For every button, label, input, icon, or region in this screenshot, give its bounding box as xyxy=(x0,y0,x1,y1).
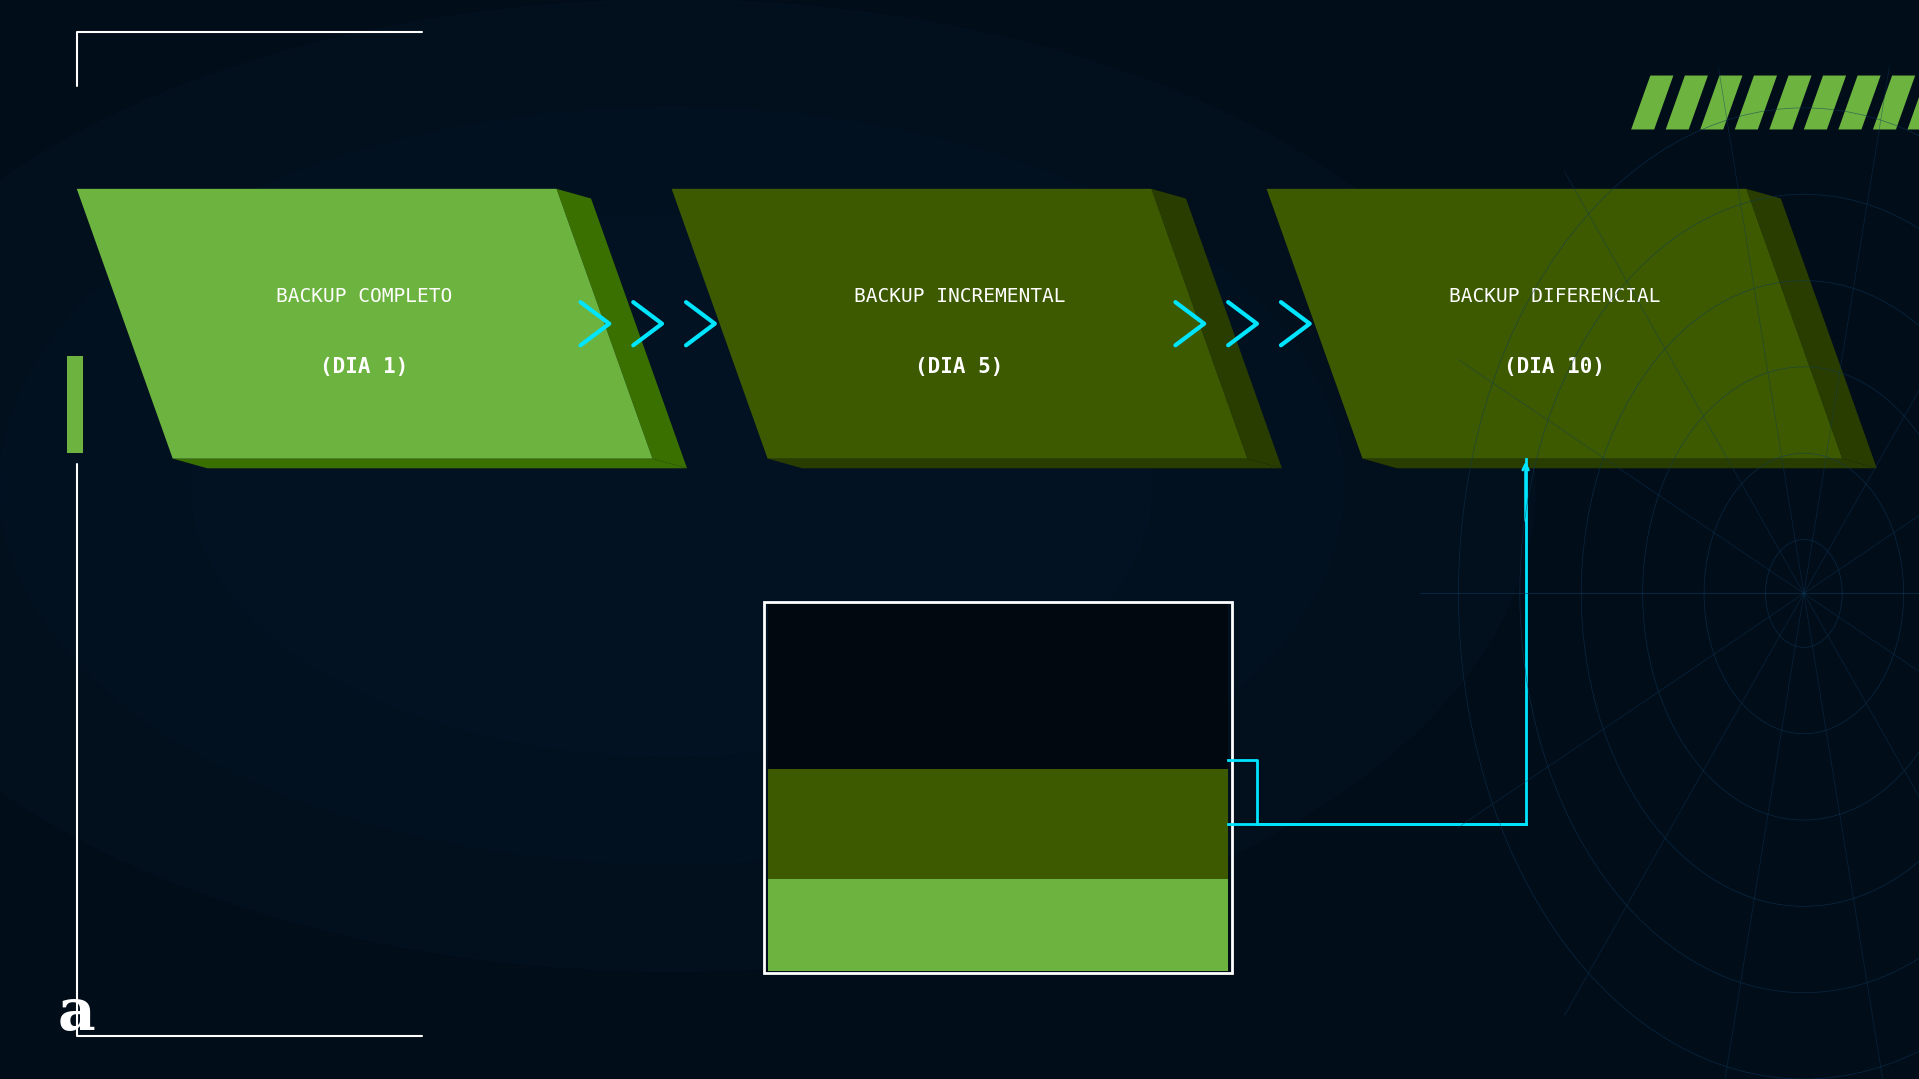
Text: BACKUP INCREMENTAL: BACKUP INCREMENTAL xyxy=(854,287,1065,306)
Polygon shape xyxy=(173,459,687,468)
Text: (DIA 5): (DIA 5) xyxy=(915,357,1004,377)
Polygon shape xyxy=(672,189,1247,459)
Polygon shape xyxy=(1151,189,1282,468)
Polygon shape xyxy=(1735,76,1777,129)
Polygon shape xyxy=(1804,76,1846,129)
Polygon shape xyxy=(1267,189,1842,459)
Circle shape xyxy=(0,108,1343,863)
Polygon shape xyxy=(1873,76,1915,129)
Polygon shape xyxy=(1700,76,1742,129)
FancyBboxPatch shape xyxy=(768,769,1228,879)
FancyBboxPatch shape xyxy=(67,356,83,453)
Text: BACKUP DIFERENCIAL: BACKUP DIFERENCIAL xyxy=(1449,287,1660,306)
Text: a: a xyxy=(58,986,96,1042)
Polygon shape xyxy=(77,189,652,459)
FancyBboxPatch shape xyxy=(768,879,1228,971)
Polygon shape xyxy=(1838,76,1881,129)
Text: (DIA 10): (DIA 10) xyxy=(1504,357,1604,377)
Text: BACKUP COMPLETO: BACKUP COMPLETO xyxy=(276,287,453,306)
Text: (DIA 1): (DIA 1) xyxy=(320,357,409,377)
Circle shape xyxy=(0,0,1535,971)
Polygon shape xyxy=(1746,189,1877,468)
Polygon shape xyxy=(557,189,687,468)
Polygon shape xyxy=(1666,76,1708,129)
Polygon shape xyxy=(1362,459,1877,468)
Polygon shape xyxy=(1769,76,1812,129)
Circle shape xyxy=(192,216,1151,755)
Polygon shape xyxy=(1631,76,1673,129)
FancyBboxPatch shape xyxy=(768,604,1228,769)
Polygon shape xyxy=(1907,76,1919,129)
Polygon shape xyxy=(768,459,1282,468)
